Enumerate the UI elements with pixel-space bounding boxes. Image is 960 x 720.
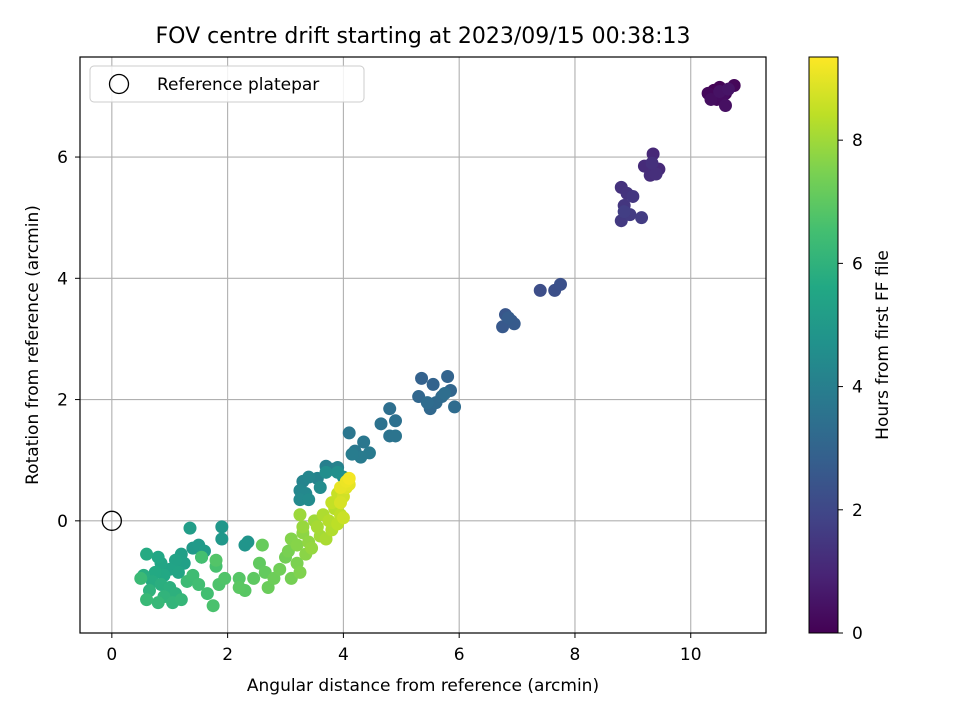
data-point	[704, 92, 718, 106]
y-axis-ticks: 0 2 4 6	[57, 148, 80, 532]
data-point	[290, 538, 304, 552]
reference-marker-layer	[101, 510, 122, 531]
data-point	[649, 167, 663, 181]
x-tick-label: 10	[680, 645, 702, 665]
y-axis-label: Rotation from reference (arcmin)	[23, 205, 43, 485]
data-point	[441, 370, 455, 384]
data-point	[336, 511, 350, 525]
data-point	[192, 577, 206, 591]
data-point	[345, 447, 359, 461]
data-point	[383, 402, 397, 416]
data-point	[426, 377, 440, 391]
y-tick-label: 4	[57, 269, 68, 289]
y-tick-label: 0	[57, 512, 68, 532]
data-point	[389, 429, 403, 443]
x-tick-label: 8	[570, 645, 581, 665]
data-point	[553, 277, 567, 291]
y-tick-label: 2	[57, 391, 68, 411]
colorbar-ticks: 0 2 4 6 8	[838, 131, 863, 644]
chart-title: FOV centre drift starting at 2023/09/15 …	[156, 24, 691, 49]
data-point	[302, 470, 316, 484]
data-point	[232, 571, 246, 585]
data-point	[134, 571, 148, 585]
grid	[80, 57, 766, 633]
colorbar-tick-label: 8	[852, 131, 863, 151]
data-point	[420, 396, 434, 410]
data-point	[415, 371, 429, 385]
data-point	[200, 587, 214, 601]
legend-label: Reference platepar	[157, 75, 319, 95]
data-point	[140, 593, 154, 607]
data-point	[218, 571, 232, 585]
data-point	[296, 520, 310, 534]
data-point	[374, 417, 388, 431]
data-point	[206, 599, 220, 613]
data-point	[310, 520, 324, 534]
data-point	[645, 156, 659, 170]
data-point	[302, 493, 316, 507]
data-point	[293, 508, 307, 522]
data-point	[626, 189, 640, 203]
data-points	[134, 78, 741, 613]
data-point	[533, 283, 547, 297]
x-tick-label: 4	[338, 645, 349, 665]
data-point	[209, 553, 223, 567]
data-point	[357, 435, 371, 449]
x-tick-label: 6	[454, 645, 465, 665]
data-point	[718, 99, 732, 113]
x-tick-label: 2	[222, 645, 233, 665]
data-point	[319, 465, 333, 479]
x-tick-label: 0	[106, 645, 117, 665]
data-point	[238, 538, 252, 552]
data-point	[273, 562, 287, 576]
data-point	[721, 82, 735, 96]
data-point	[617, 205, 631, 219]
y-tick-label: 6	[57, 148, 68, 168]
colorbar	[808, 56, 839, 634]
data-point	[438, 387, 452, 401]
data-point	[232, 581, 246, 595]
data-point	[215, 520, 229, 534]
data-point	[171, 565, 185, 579]
colorbar-label: Hours from first FF file	[873, 250, 893, 440]
colorbar-tick-label: 6	[852, 254, 863, 274]
data-point	[342, 426, 356, 440]
data-point	[501, 311, 515, 325]
data-point	[293, 565, 307, 579]
colorbar-tick-label: 0	[852, 624, 863, 644]
data-point	[140, 547, 154, 561]
legend-box	[89, 65, 365, 103]
data-point	[215, 532, 229, 546]
data-point	[195, 550, 209, 564]
data-point	[313, 480, 327, 494]
plot-frame	[79, 56, 767, 634]
data-point	[448, 400, 462, 414]
colorbar-tick-label: 2	[852, 501, 863, 521]
legend: Reference platepar	[89, 65, 365, 103]
data-point	[255, 538, 269, 552]
data-point	[174, 593, 188, 607]
data-point	[635, 211, 649, 225]
data-point	[334, 496, 348, 510]
data-point	[183, 521, 197, 535]
data-point	[342, 471, 356, 485]
legend-marker	[108, 73, 130, 95]
data-point	[305, 541, 319, 555]
reference-platepar-marker	[101, 510, 122, 531]
data-point	[151, 550, 165, 564]
data-point	[247, 571, 261, 585]
colorbar-tick-label: 4	[852, 378, 863, 398]
x-axis-ticks: 0 2 4 6 8 10	[106, 633, 702, 665]
data-point	[389, 414, 403, 428]
x-axis-label: Angular distance from reference (arcmin)	[247, 676, 599, 696]
data-point	[151, 596, 165, 610]
